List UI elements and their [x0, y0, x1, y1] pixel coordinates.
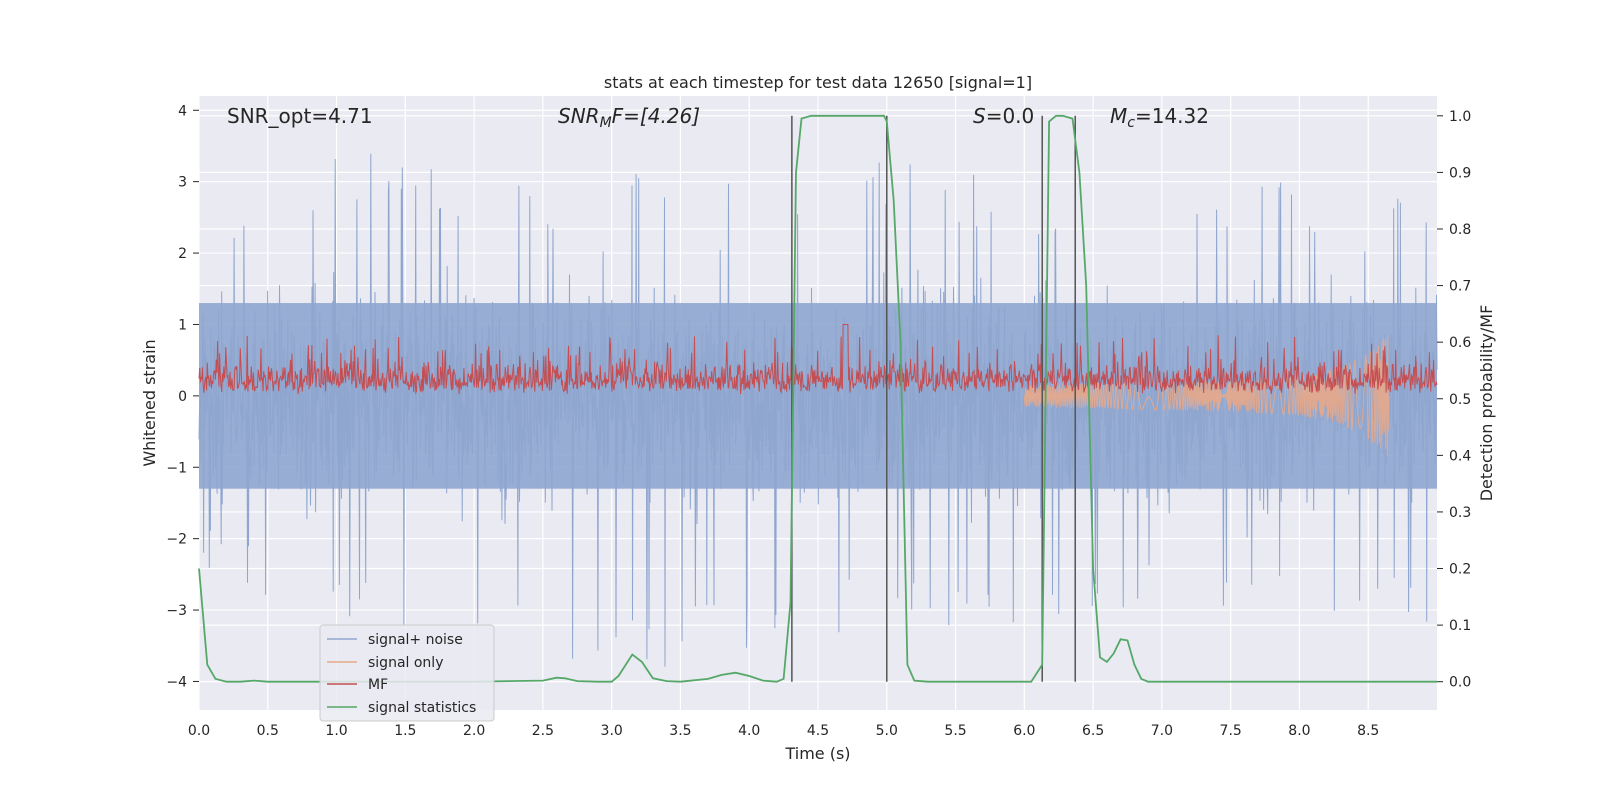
snr-mf-symbol: SNR	[558, 104, 600, 128]
legend-label-signal-noise: signal+ noise	[368, 632, 463, 648]
y2-tick-label: 0.8	[1449, 222, 1471, 238]
x-tick-label: 2.5	[532, 723, 554, 739]
x-tick-label: 8.0	[1288, 723, 1310, 739]
legend-box	[319, 624, 495, 722]
y2-tick-label: 0.1	[1449, 618, 1471, 634]
mc-subscript: c	[1127, 115, 1135, 131]
legend-label-mf: MF	[368, 677, 388, 693]
x-tick-label: 3.0	[601, 723, 623, 739]
annotation-snr-mf: SNRMF=[4.26]	[558, 104, 700, 131]
x-axis-label: Time (s)	[784, 744, 850, 763]
x-tick-label: 1.5	[394, 723, 416, 739]
y2-tick-label: 0.9	[1449, 165, 1471, 181]
y2-tick-label: 1.0	[1449, 109, 1471, 125]
y-axis-label: Whitened strain	[140, 339, 159, 466]
y2-tick-label: 0.3	[1449, 505, 1471, 521]
y-tick-label: 3	[178, 175, 187, 191]
x-tick-label: 5.0	[876, 723, 898, 739]
y-tick-label: −2	[166, 532, 187, 548]
y2-tick-label: 0.2	[1449, 562, 1471, 578]
s-rest: =0.0	[986, 104, 1035, 128]
y-tick-label: −4	[166, 674, 187, 690]
x-axis-ticks: 0.0 0.5 1.0 1.5 2.0 2.5 3.0 3.5 4.0 4.5 5.0 5.5 6.0 6…	[188, 723, 1379, 739]
y2-tick-label: 0.0	[1449, 675, 1471, 691]
x-tick-label: 8.5	[1357, 723, 1379, 739]
series-mf	[198, 324, 1438, 395]
y-tick-label: −1	[166, 460, 187, 476]
y2-tick-label: 0.5	[1449, 392, 1471, 408]
y2-tick-label: 0.6	[1449, 335, 1471, 351]
x-tick-label: 4.0	[738, 723, 760, 739]
x-tick-label: 6.5	[1082, 723, 1104, 739]
x-tick-label: 7.5	[1220, 723, 1242, 739]
series-signal-statistics	[198, 114, 1437, 683]
annotation-mc: Mc=14.32	[1110, 104, 1209, 131]
annotation-snr-opt: SNR_opt=4.71	[227, 104, 373, 128]
series-signal-only	[1023, 336, 1390, 456]
chart-title: stats at each timestep for test data 126…	[604, 73, 1032, 92]
y-axis-ticks: 4 3 2 1 0 −1 −2 −3 −4	[166, 103, 199, 690]
x-tick-label: 3.5	[669, 723, 691, 739]
y-tick-label: 0	[178, 389, 187, 405]
x-tick-label: 2.0	[463, 723, 485, 739]
x-tick-label: 7.0	[1151, 723, 1173, 739]
y-tick-label: 1	[178, 317, 187, 333]
y2-tick-label: 0.7	[1449, 279, 1471, 295]
data-layer	[198, 114, 1438, 683]
y2-axis-ticks: 1.0 0.9 0.8 0.7 0.6 0.5 0.4 0.3 0.2 0.1 0.0	[1437, 109, 1471, 691]
y-tick-label: 4	[178, 103, 187, 119]
y2-tick-label: 0.4	[1449, 448, 1471, 464]
x-tick-label: 0.0	[188, 723, 210, 739]
legend-label-signal-statistics: signal statistics	[368, 700, 476, 716]
y2-axis-label: Detection probability/MF	[1477, 305, 1496, 502]
x-tick-label: 1.0	[325, 723, 347, 739]
x-tick-label: 6.0	[1013, 723, 1035, 739]
x-tick-label: 4.5	[807, 723, 829, 739]
legend-label-signal-only: signal only	[368, 655, 443, 671]
legend: signal+ noise signal only MF signal stat…	[319, 624, 495, 722]
mc-symbol: M	[1110, 104, 1127, 128]
y-tick-label: 2	[178, 246, 187, 262]
s-symbol: S	[973, 104, 986, 128]
snr-mf-subscript: M	[600, 115, 612, 131]
y-tick-label: −3	[166, 603, 187, 619]
x-tick-label: 0.5	[257, 723, 279, 739]
snr-mf-rest: F=[4.26]	[612, 104, 700, 128]
annotation-s: S=0.0	[973, 104, 1034, 128]
mc-rest: =14.32	[1135, 104, 1209, 128]
x-tick-label: 5.5	[944, 723, 966, 739]
